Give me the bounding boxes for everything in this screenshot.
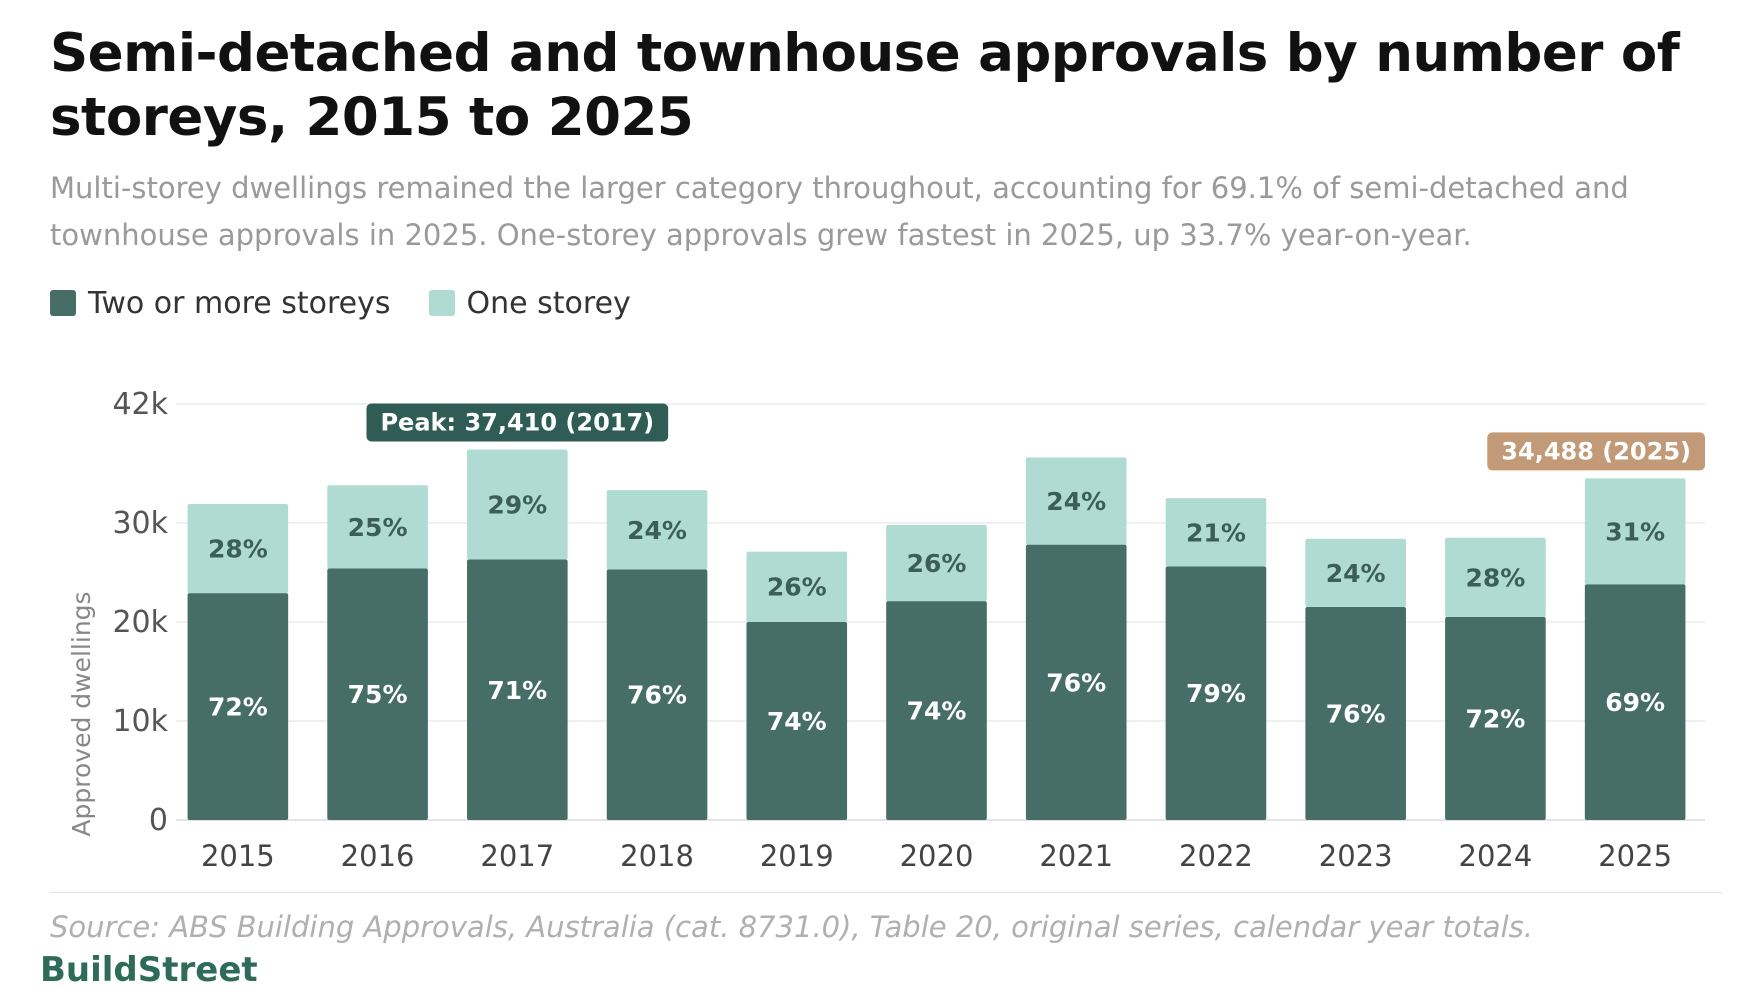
x-tick-label: 2022	[1179, 839, 1253, 873]
bars	[187, 449, 1686, 820]
bar-percent-label: 79%	[1186, 679, 1246, 708]
bar-one-storey	[1305, 538, 1406, 608]
annotations: Peak: 37,410 (2017) 34,488 (2025)	[366, 403, 1705, 471]
y-tick-label: 42k	[112, 387, 168, 422]
bar-percent-label: 76%	[1326, 700, 1386, 729]
bar-percent-label: 69%	[1605, 688, 1665, 717]
bar-two-or-more-storeys	[327, 568, 428, 820]
chart-subtitle: Multi-storey dwellings remained the larg…	[50, 171, 1629, 252]
callout-text: Peak: 37,410 (2017)	[380, 408, 654, 436]
bar-percent-label: 71%	[487, 676, 547, 705]
legend-label-one-storey: One storey	[466, 285, 631, 321]
bar-one-storey	[1165, 498, 1267, 567]
bar-labels: 72% 28% 75% 25% 71% 29% 76% 24% 74% 26% 74% 26% 76% 2…	[208, 487, 1665, 736]
peak-callout: Peak: 37,410 (2017)	[366, 403, 669, 442]
bar-one-storey	[1584, 478, 1686, 585]
legend-label-two-or-more: Two or more storeys	[88, 285, 391, 321]
bar-percent-label: 28%	[208, 535, 268, 564]
bar-percent-label: 72%	[208, 693, 268, 722]
bar-percent-label: 74%	[767, 707, 827, 736]
legend-swatch-two-or-more	[50, 290, 76, 316]
y-axis-ticks: 0 10k 20k 30k 42k	[112, 387, 168, 838]
bar-percent-label: 25%	[348, 513, 408, 542]
bar-two-or-more-storeys	[1584, 584, 1686, 820]
y-tick-label: 10k	[112, 704, 168, 739]
bar-percent-label: 76%	[627, 681, 687, 710]
brand-logo: BuildStreet	[40, 950, 258, 990]
bar-one-storey	[467, 449, 568, 560]
bar-one-storey	[327, 485, 428, 569]
x-tick-label: 2024	[1459, 839, 1533, 873]
x-tick-label: 2016	[341, 839, 415, 873]
x-tick-label: 2021	[1039, 839, 1113, 873]
bar-two-or-more-storeys	[886, 601, 987, 820]
legend-item-one-storey: One storey	[428, 285, 631, 321]
bar-percent-label: 26%	[767, 573, 827, 602]
bar-percent-label: 24%	[1326, 559, 1386, 588]
bar-percent-label: 26%	[907, 549, 967, 578]
bar-two-or-more-storeys	[187, 593, 289, 820]
legend: Two or more storeys One storey	[50, 283, 669, 323]
footer-divider	[50, 892, 1722, 893]
bar-percent-label: 75%	[348, 680, 408, 709]
bar-two-or-more-storeys	[606, 569, 708, 820]
bar-percent-label: 24%	[627, 516, 687, 545]
bar-percent-label: 74%	[907, 697, 967, 726]
bar-one-storey	[1445, 537, 1546, 617]
bar-percent-label: 28%	[1465, 563, 1525, 592]
bar-one-storey	[1025, 457, 1127, 545]
bar-two-or-more-storeys	[1305, 607, 1406, 820]
bar-percent-label: 72%	[1465, 704, 1525, 733]
bar-percent-label: 21%	[1186, 518, 1246, 547]
x-tick-label: 2023	[1319, 839, 1393, 873]
x-axis-ticks: 2015 2016 2017 2018 2019 2020 2021 2022 2023 2024…	[201, 839, 1672, 873]
callout-box	[366, 403, 669, 442]
bar-two-or-more-storeys	[1165, 566, 1267, 820]
bar-two-or-more-storeys	[1445, 616, 1546, 820]
y-tick-label: 0	[149, 803, 168, 838]
bar-two-or-more-storeys	[746, 621, 848, 820]
bar-two-or-more-storeys	[1025, 544, 1127, 820]
chart-title: Semi-detached and townhouse approvals by…	[50, 23, 1680, 148]
bar-one-storey	[187, 504, 289, 594]
bar-one-storey	[746, 551, 848, 622]
bar-two-or-more-storeys	[467, 559, 568, 820]
bar-percent-label: 76%	[1046, 668, 1106, 697]
bar-percent-label: 24%	[1046, 487, 1106, 516]
source-note: Source: ABS Building Approvals, Australi…	[50, 910, 1533, 944]
bar-one-storey	[606, 490, 708, 570]
callout-text: 34,488 (2025)	[1501, 437, 1691, 465]
y-tick-label: 30k	[112, 506, 168, 541]
legend-item-two-or-more: Two or more storeys	[50, 286, 391, 321]
bar-one-storey	[886, 524, 987, 602]
legend-swatch-one-storey	[428, 290, 455, 316]
y-tick-label: 20k	[112, 605, 168, 640]
x-tick-label: 2018	[620, 839, 694, 873]
x-tick-label: 2017	[480, 839, 554, 873]
x-tick-label: 2019	[760, 839, 834, 873]
bar-percent-label: 29%	[487, 490, 547, 519]
x-tick-label: 2015	[201, 839, 275, 873]
callout-box	[1487, 432, 1705, 471]
x-tick-label: 2020	[900, 839, 974, 873]
x-tick-label: 2025	[1598, 839, 1672, 873]
bar-percent-label: 31%	[1605, 517, 1665, 546]
latest-callout: 34,488 (2025)	[1487, 432, 1705, 471]
y-axis-label: Approved dwellings	[67, 591, 96, 836]
